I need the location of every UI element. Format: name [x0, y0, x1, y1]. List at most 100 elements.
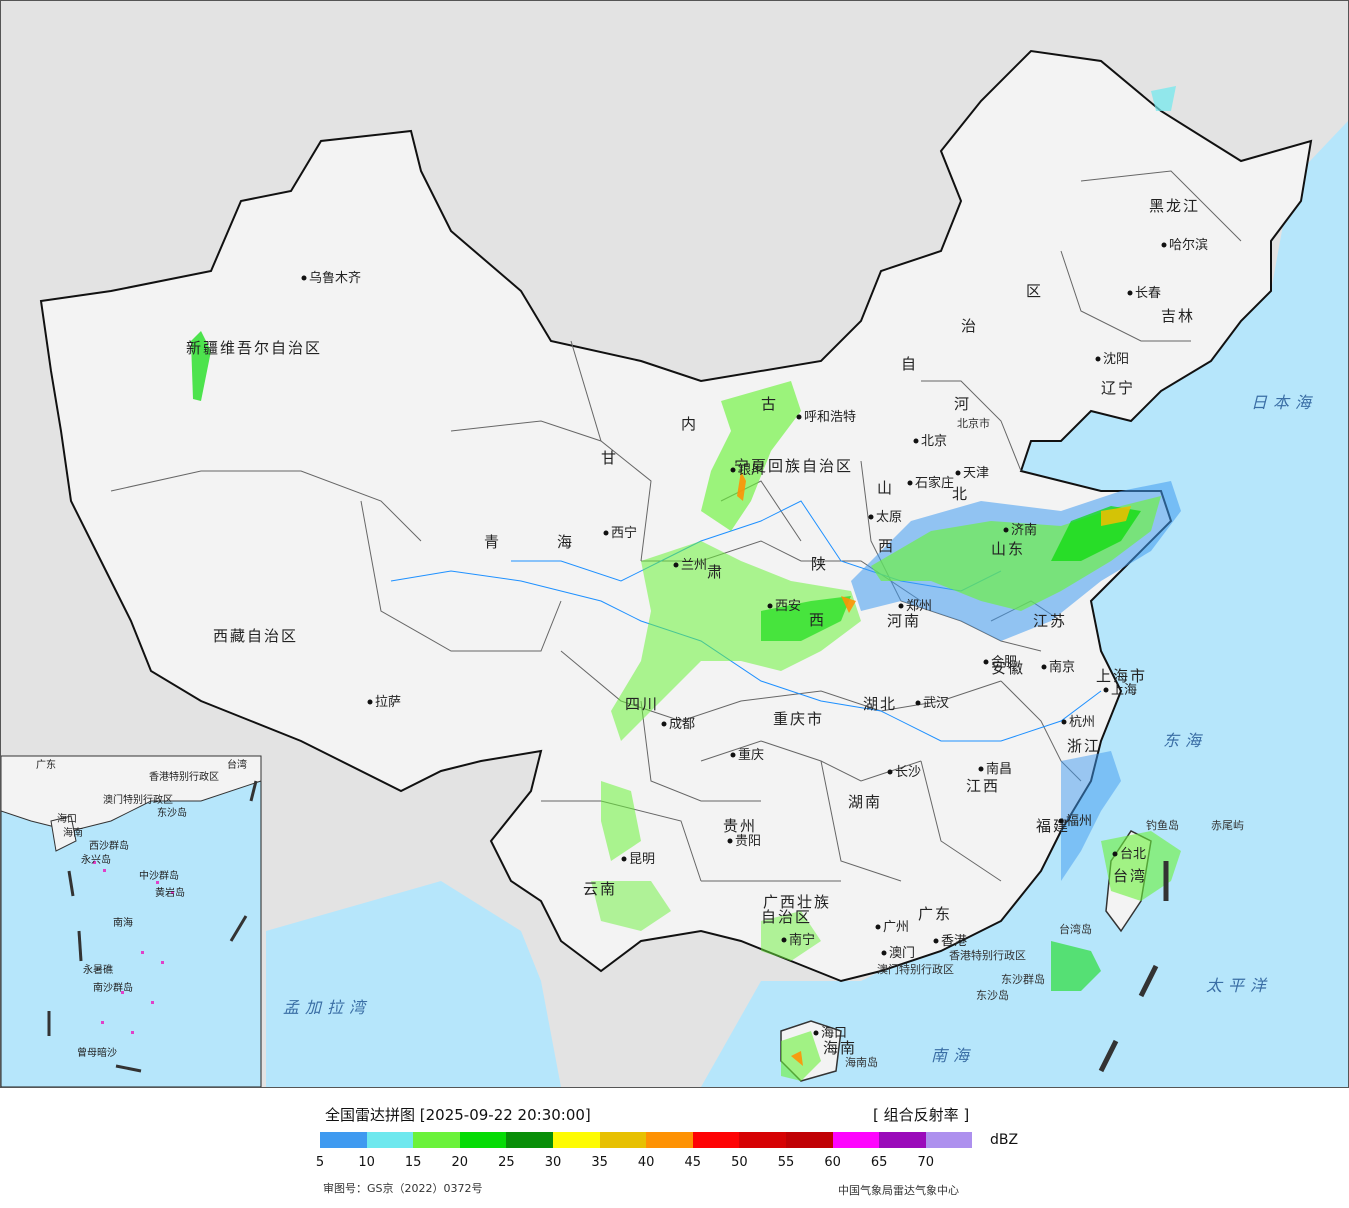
city-label: 南京 — [1049, 659, 1075, 675]
city-marker — [1003, 527, 1009, 533]
province-label: 肃 — [707, 563, 724, 581]
city-label: 重庆 — [738, 747, 764, 763]
province-label: 贵州 — [723, 817, 757, 835]
radar-echoes — [191, 86, 1181, 1081]
inset-label: 台湾 — [227, 758, 247, 771]
product-label: [ 组合反射率 ] — [873, 1106, 970, 1124]
inset-label: 黄岩岛 — [155, 886, 185, 899]
province-label: 青 — [484, 533, 501, 551]
city-marker — [301, 275, 307, 281]
sea-east-label: 东海 — [1163, 731, 1207, 750]
color-swatch-55 — [785, 1132, 833, 1148]
taiwan-island-label: 台湾岛 — [1059, 922, 1092, 936]
city-marker — [603, 530, 609, 536]
city-label: 南宁 — [789, 932, 815, 948]
city-label: 澳门 — [889, 945, 915, 961]
city-label: 哈尔滨 — [1169, 237, 1208, 253]
city-marker — [875, 924, 881, 930]
province-label: 湖北 — [863, 695, 897, 713]
city-label: 乌鲁木齐 — [309, 270, 361, 286]
province-label: 自治区 — [761, 908, 812, 926]
scale-tick: 30 — [544, 1155, 562, 1170]
province-label: 陕 — [811, 555, 828, 573]
color-swatch-65 — [879, 1132, 926, 1148]
city-label: 沈阳 — [1103, 352, 1129, 367]
dongsha-island-label: 东沙岛 — [976, 988, 1009, 1002]
city-marker — [1058, 818, 1064, 824]
city-marker — [767, 603, 773, 609]
producer-credit: 中国气象局雷达气象中心 — [838, 1184, 959, 1197]
scale-tick: 5 — [315, 1155, 325, 1170]
province-label: 内 — [681, 415, 698, 433]
province-label: 区 — [1026, 282, 1043, 300]
province-label: 西藏自治区 — [213, 627, 298, 645]
color-swatch-45 — [692, 1132, 740, 1148]
color-swatch-5 — [320, 1132, 367, 1148]
province-label: 北 — [952, 485, 969, 503]
city-marker — [730, 467, 736, 473]
city-marker — [983, 659, 989, 665]
sea-pacific-label: 太平洋 — [1206, 976, 1272, 995]
city-marker — [933, 938, 939, 944]
city-label: 兰州 — [681, 558, 707, 573]
province-label: 西 — [878, 537, 895, 555]
city-label: 贵阳 — [735, 834, 761, 849]
map-approval-number: 审图号：GS京（2022）0372号 — [323, 1182, 483, 1195]
beijing-municipality-label: 北京市 — [957, 416, 990, 430]
color-swatch-15 — [413, 1132, 460, 1148]
legend-panel: 全国雷达拼图 [2025-09-22 20:30:00] [ 组合反射率 ] d… — [0, 1088, 1349, 1208]
city-marker — [881, 950, 887, 956]
province-label: 重庆市 — [773, 710, 824, 728]
sea-south-label: 南海 — [931, 1046, 975, 1065]
city-label: 长春 — [1135, 286, 1161, 301]
province-label: 海 — [557, 533, 574, 551]
scale-tick: 50 — [731, 1155, 748, 1170]
province-label: 福建 — [1036, 817, 1070, 835]
city-label: 拉萨 — [375, 695, 401, 710]
province-label: 台湾 — [1113, 867, 1147, 885]
city-label: 杭州 — [1069, 715, 1095, 730]
province-label: 黑龙江 — [1149, 197, 1200, 215]
city-marker — [673, 562, 679, 568]
city-label: 石家庄 — [915, 475, 954, 491]
scale-tick: 55 — [777, 1155, 795, 1170]
city-marker — [727, 838, 733, 844]
city-label: 天津 — [963, 466, 989, 481]
province-label: 浙江 — [1067, 737, 1101, 755]
city-label: 银川 — [738, 463, 764, 478]
city-marker — [915, 700, 921, 706]
sea-areas — [266, 121, 1348, 1087]
city-marker — [1061, 719, 1067, 725]
inset-label: 澳门特别行政区 — [103, 793, 173, 806]
city-label: 昆明 — [629, 852, 655, 867]
inset-label: 海口 — [57, 812, 77, 825]
color-scale-bar — [320, 1132, 973, 1148]
chiwei-label: 赤尾屿 — [1211, 819, 1244, 832]
city-marker — [913, 438, 919, 444]
south-china-sea-inset — [1, 755, 262, 1087]
city-marker — [661, 721, 667, 727]
maritime-boundary — [1098, 861, 1169, 1073]
city-label: 西安 — [775, 599, 801, 614]
city-label: 郑州 — [906, 599, 932, 614]
inset-label: 东沙岛 — [157, 806, 187, 819]
scale-tick: 15 — [404, 1155, 422, 1170]
province-label: 自 — [901, 355, 918, 373]
map-frame[interactable]: 新疆维吾尔自治区 西藏自治区内古自治区黑龙江 吉林 辽宁青海甘肃宁夏回族自治区陕西山西… — [0, 0, 1349, 1088]
city-label: 福州 — [1066, 814, 1092, 829]
province-label: 四川 — [625, 695, 659, 713]
city-label: 南昌 — [986, 761, 1012, 777]
color-swatch-40 — [646, 1132, 693, 1148]
scale-tick: 65 — [870, 1155, 888, 1170]
sea-bengal-label: 孟加拉湾 — [283, 998, 371, 1017]
province-label: 西 — [809, 611, 826, 629]
province-label: 辽宁 — [1101, 379, 1135, 397]
sea-japan-label: 日本海 — [1251, 393, 1317, 412]
color-swatch-20 — [459, 1132, 507, 1148]
city-label: 香港 — [941, 934, 967, 949]
city-label: 广州 — [883, 920, 909, 935]
scale-tick: 60 — [824, 1155, 841, 1170]
inset-label: 永兴岛 — [81, 853, 111, 866]
